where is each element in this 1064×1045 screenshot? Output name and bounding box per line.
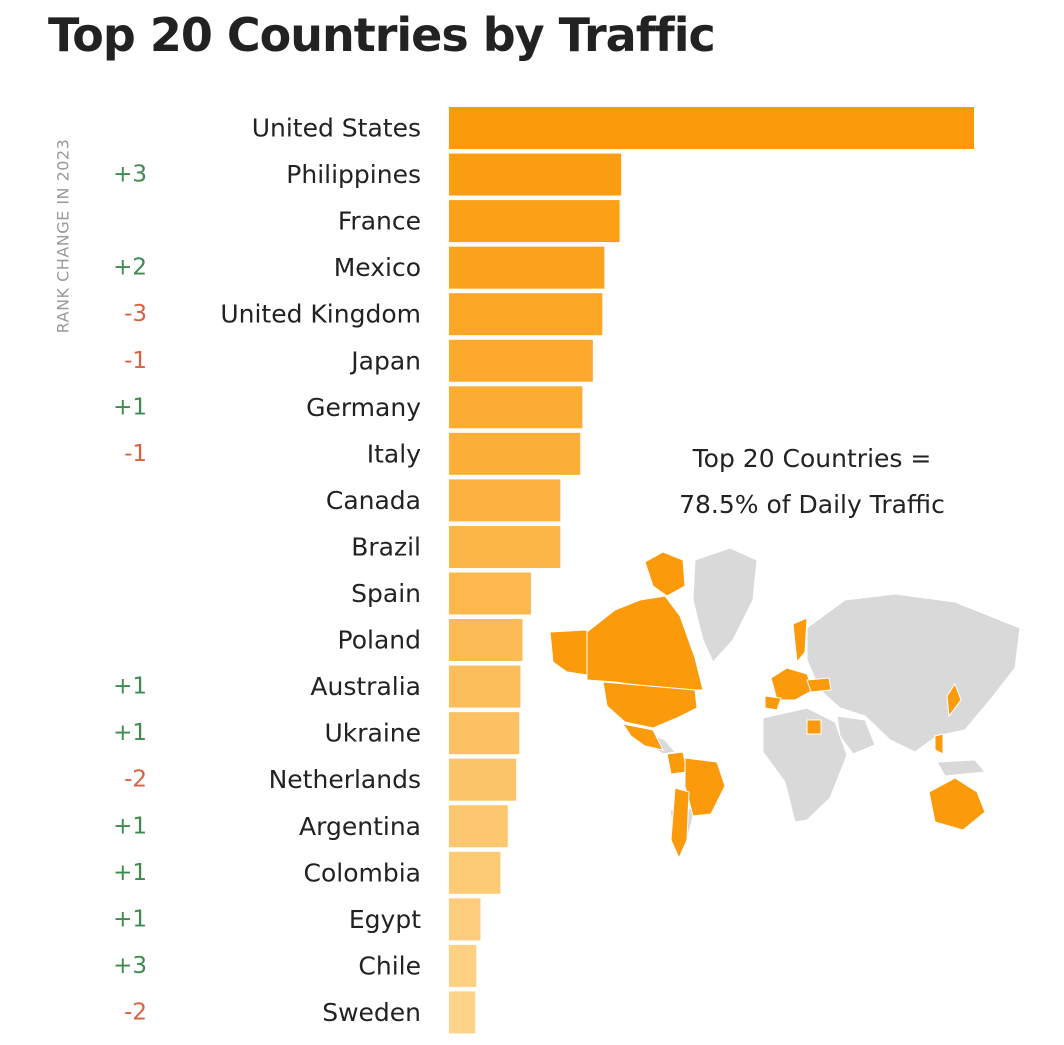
bar-australia (449, 665, 521, 708)
bar-chile (449, 944, 477, 987)
rank-change-germany: +1 (113, 394, 147, 420)
bar-ukraine (449, 712, 520, 755)
bar-argentina (449, 805, 508, 848)
map-brazil (684, 757, 726, 817)
bar-italy (449, 432, 581, 475)
annotation-line-1: Top 20 Countries = (692, 444, 932, 473)
indonesia-shape (936, 759, 986, 777)
bar-germany (449, 386, 583, 429)
rank-change-japan: -1 (124, 348, 147, 374)
category-label-netherlands: Netherlands (269, 765, 421, 794)
category-label-ukraine: Ukraine (324, 719, 421, 748)
bar-spain (449, 572, 531, 615)
rank-change-sweden: -2 (124, 999, 147, 1025)
category-label-france: France (338, 207, 421, 236)
arabia-shape (836, 715, 876, 755)
map-ukraine (806, 677, 832, 693)
map-alaska (549, 629, 588, 676)
category-label-australia: Australia (310, 672, 421, 701)
map-australia (928, 777, 986, 831)
map-sweden (792, 617, 808, 664)
bar-netherlands (449, 758, 517, 801)
bar-egypt (449, 898, 481, 941)
category-label-poland: Poland (338, 626, 421, 655)
bar-united-states (449, 107, 974, 149)
bar-poland (449, 619, 523, 662)
chart-title: Top 20 Countries by Traffic (48, 8, 716, 62)
map-canada-islands (644, 551, 686, 597)
rank-change-colombia: +1 (113, 860, 147, 886)
bar-france (449, 200, 620, 243)
greenland-shape (692, 547, 758, 663)
map-europe (770, 667, 814, 701)
bar-philippines (449, 153, 622, 196)
map-mexico (621, 723, 664, 751)
category-label-chile: Chile (358, 951, 421, 980)
category-label-japan: Japan (349, 346, 421, 375)
annotation-line-2: 78.5% of Daily Traffic (679, 490, 945, 519)
rank-change-chile: +3 (113, 953, 147, 979)
category-label-spain: Spain (351, 579, 421, 608)
category-label-philippines: Philippines (286, 160, 421, 189)
traffic-summary-annotation: Top 20 Countries = 78.5% of Daily Traffi… (640, 436, 984, 528)
category-label-sweden: Sweden (322, 998, 421, 1027)
rank-change-netherlands: -2 (124, 767, 147, 793)
map-colombia (666, 751, 688, 775)
bar-mexico (449, 246, 605, 289)
category-label-brazil: Brazil (351, 532, 421, 561)
rank-change-ukraine: +1 (113, 720, 147, 746)
map-canada (586, 595, 704, 691)
category-label-united-states: United States (252, 114, 421, 143)
rank-change-mexico: +2 (113, 255, 147, 281)
map-philippines (934, 733, 944, 755)
africa-shape (762, 707, 848, 823)
category-label-mexico: Mexico (334, 253, 421, 282)
bar-sweden (449, 991, 476, 1034)
rank-change-italy: -1 (124, 441, 147, 467)
rank-change-philippines: +3 (113, 162, 147, 188)
rank-change-argentina: +1 (113, 813, 147, 839)
category-label-united-kingdom: United Kingdom (220, 300, 421, 329)
category-label-canada: Canada (326, 486, 421, 515)
rank-change-egypt: +1 (113, 906, 147, 932)
bar-japan (449, 339, 593, 382)
eurasia-shape (806, 593, 1021, 753)
map-spain (764, 695, 782, 711)
rank-change-united-kingdom: -3 (124, 301, 147, 327)
world-map-icon (549, 547, 1021, 860)
bar-united-kingdom (449, 293, 603, 336)
category-label-italy: Italy (367, 439, 421, 468)
map-egypt (806, 719, 822, 735)
map-top20-countries (549, 551, 986, 860)
category-label-argentina: Argentina (299, 812, 421, 841)
rank-change-australia: +1 (113, 674, 147, 700)
category-label-egypt: Egypt (349, 905, 421, 934)
bar-brazil (449, 525, 561, 568)
category-label-germany: Germany (306, 393, 421, 422)
map-japan (946, 682, 962, 718)
bar-colombia (449, 851, 501, 894)
map-argentina-chile (670, 787, 690, 860)
category-label-colombia: Colombia (304, 858, 421, 887)
map-gray-land (640, 547, 1021, 854)
map-usa (602, 681, 698, 729)
bar-canada (449, 479, 561, 522)
